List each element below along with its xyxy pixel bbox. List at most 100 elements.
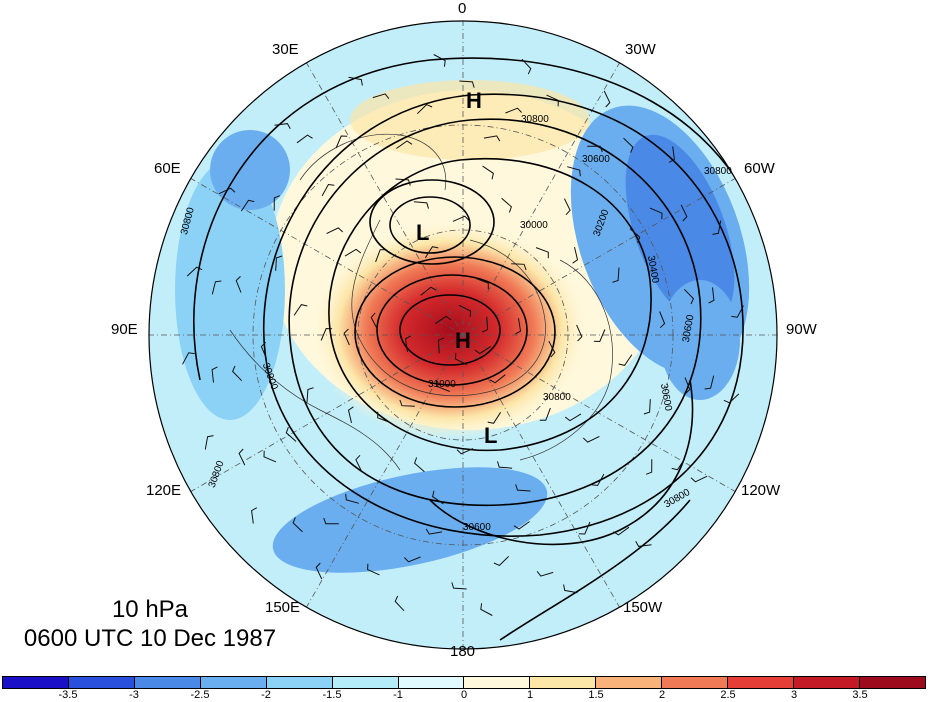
- wind-barb: [182, 352, 195, 365]
- wind-barb: [708, 287, 715, 304]
- wind-barb: [285, 427, 297, 442]
- wind-barb: [582, 435, 600, 443]
- wind-barb: [335, 135, 348, 149]
- colorbar: [2, 676, 926, 689]
- wind-barb: [396, 140, 413, 149]
- wind-barb: [260, 341, 267, 359]
- wind-barb: [211, 280, 222, 295]
- wind-barb: [263, 450, 277, 463]
- wind-barb: [345, 493, 359, 504]
- colorbar-tick-label: 3.5: [852, 689, 868, 701]
- colorbar-swatch: [398, 677, 465, 688]
- wind-barb: [680, 204, 688, 222]
- wind-barb: [416, 104, 433, 115]
- wind-barb: [567, 166, 581, 177]
- contour-label: 30400: [645, 255, 661, 285]
- wind-barb: [218, 187, 236, 195]
- wind-barb: [731, 305, 744, 318]
- wind-barb: [649, 207, 663, 220]
- colorbar-tick-label: 2: [658, 689, 666, 701]
- wind-barb: [515, 484, 531, 492]
- wind-barb: [414, 457, 425, 473]
- contour-label: 30600: [463, 522, 491, 533]
- wind-barb: [375, 249, 387, 263]
- low-center-label: L: [416, 220, 429, 245]
- wind-barb: [493, 555, 510, 566]
- wind-barb: [521, 58, 532, 75]
- high-center-label: H: [455, 328, 471, 353]
- colorbar-tick-label: 1: [526, 689, 534, 701]
- wind-barb: [587, 145, 603, 153]
- longitude-label-90w: 90W: [786, 321, 817, 338]
- wind-barb: [343, 328, 350, 346]
- wind-barb: [563, 198, 571, 216]
- colorbar-swatch: [596, 677, 663, 688]
- wind-barb: [481, 316, 489, 333]
- colorbar-swatch: [794, 677, 860, 688]
- longitude-label-30w: 30W: [625, 41, 656, 58]
- wind-barb: [546, 94, 559, 107]
- wind-barb: [515, 318, 522, 335]
- wind-barb: [618, 354, 633, 366]
- wind-barb: [372, 93, 390, 100]
- wind-barb: [548, 340, 556, 358]
- contour-label: 30800: [543, 392, 571, 403]
- wind-barb: [480, 603, 493, 616]
- wind-barb: [671, 458, 686, 471]
- wind-barb: [238, 448, 246, 466]
- wind-barb: [355, 454, 363, 472]
- wind-barb: [424, 246, 439, 258]
- wind-barb: [501, 197, 512, 213]
- wind-barb: [659, 311, 666, 329]
- colorbar-swatch: [530, 677, 597, 688]
- pressure-centers: H H L L: [416, 88, 497, 448]
- wind-barb: [476, 278, 489, 290]
- wind-barb: [704, 375, 715, 390]
- wind-barb: [404, 556, 421, 563]
- wind-barb: [395, 178, 411, 186]
- wind-barb: [591, 473, 605, 487]
- colorbar-swatch: [662, 677, 729, 688]
- wind-barb: [452, 215, 470, 222]
- low-center-label: L: [484, 423, 497, 448]
- datetime-caption: 0600 UTC 10 Dec 1987: [23, 625, 277, 652]
- wind-barb: [432, 490, 444, 505]
- colorbar-tick-label: 3: [790, 689, 798, 701]
- wind-barb: [435, 315, 452, 325]
- wind-barb: [186, 266, 203, 277]
- colorbar-swatch: [464, 677, 531, 688]
- map-field: [149, 21, 777, 649]
- longitude-label-60e: 60E: [154, 160, 181, 177]
- wind-barb: [612, 267, 620, 283]
- wind-barb: [433, 54, 446, 67]
- wind-barb: [323, 517, 339, 525]
- wind-barb: [425, 528, 443, 535]
- colorbar-swatch: [266, 677, 333, 688]
- colorbar-swatch: [68, 677, 135, 688]
- negative-anomaly-region: [210, 130, 290, 210]
- wind-barb: [623, 137, 634, 153]
- wind-barb: [274, 123, 291, 130]
- colorbar-tick-label: -3.5: [58, 689, 78, 701]
- negative-anomaly-region: [175, 160, 285, 420]
- longitude-label-150w: 150W: [623, 599, 663, 616]
- map-border: [148, 20, 778, 650]
- wind-barb: [613, 526, 630, 536]
- wind-barb: [539, 407, 551, 421]
- longitude-label-0: 0: [458, 0, 467, 17]
- wind-barb: [497, 461, 513, 469]
- colorbar-swatch: [859, 677, 925, 688]
- wind-barb: [367, 563, 380, 576]
- polar-map: H H L L 30800 30600 30800 30000 30200 30…: [148, 20, 778, 650]
- longitude-label-60w: 60W: [744, 160, 775, 177]
- colorbar-tick-label: -1: [393, 689, 403, 701]
- wind-barb: [683, 288, 694, 305]
- wind-barb: [684, 377, 691, 394]
- contour-label: 30000: [520, 220, 548, 231]
- wind-barb: [321, 183, 335, 197]
- longitude-label-150e: 150E: [265, 599, 301, 616]
- wind-barb: [643, 399, 651, 415]
- wind-barb: [326, 227, 344, 235]
- contour-label: 31000: [428, 379, 456, 390]
- wind-barb: [296, 134, 313, 144]
